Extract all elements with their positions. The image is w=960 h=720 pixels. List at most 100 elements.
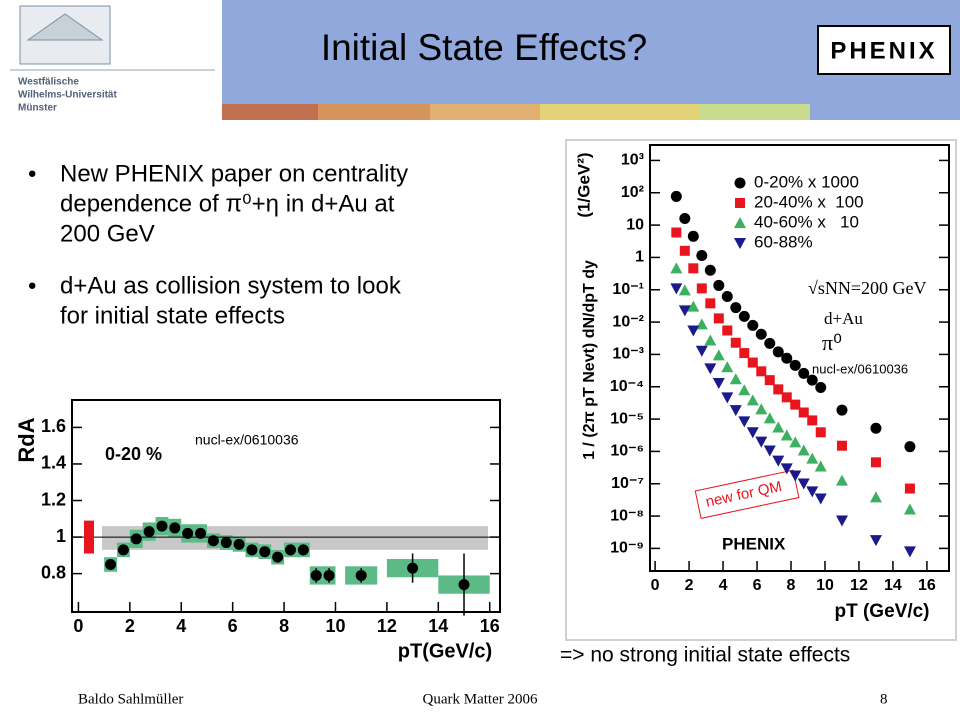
marker [798,367,810,379]
x-tick-label: 0 [651,577,660,594]
footer-conference: Quark Matter 2006 [423,691,538,707]
marker [798,407,809,418]
marker [815,381,827,393]
x-tick-label: 12 [850,577,868,594]
marker [195,527,207,539]
x-tick-label: 14 [884,577,902,594]
marker [670,283,683,295]
y-tick-label: 10⁻⁴ [610,378,644,395]
x-tick-label: 14 [428,616,448,636]
marker [772,346,784,358]
marker [763,412,776,424]
annotation-box [694,469,800,519]
y-tick-label: 0.8 [41,562,66,582]
y-tick-label: 10⁻⁸ [610,507,644,524]
marker [259,546,271,558]
university-line: Wilhelms-Universität [18,90,117,101]
bullet-text: dependence of π⁰+η in d+Au at [60,190,395,217]
bullet-text: for initial state effects [60,302,285,329]
y-axis-label: 1 / (2π pT Nevt) dN/dpT dy [581,260,598,460]
marker [764,337,776,349]
roof [26,13,104,41]
marker [678,305,691,317]
marker [738,384,751,396]
y-tick-label: 10⁻⁶ [610,443,644,460]
y-axis-label: RdA [14,417,39,462]
marker [756,366,767,377]
marker [904,441,916,453]
annotation: π⁰ [822,330,842,355]
conclusion: => no strong initial state effects [560,644,850,667]
marker [797,478,810,490]
marker [712,349,725,361]
marker [755,328,767,340]
marker [679,245,690,256]
marker [763,445,776,457]
x-tick-label: 6 [753,577,762,594]
marker [870,457,881,468]
x-tick-label: 4 [176,616,186,636]
phenix-logo-text: PHENIX [830,37,937,64]
marker [272,551,284,563]
marker [712,378,725,390]
marker [781,352,793,364]
footer-page: 8 [880,691,888,707]
marker [246,544,258,556]
marker [730,302,742,314]
x-tick-label: 0 [73,616,83,636]
marker [704,264,716,276]
y-tick-label: 1 [56,526,66,546]
marker [730,337,741,348]
marker [704,334,717,346]
normalization-error [84,520,94,554]
legend-marker [734,177,746,189]
annotation: √sNN=200 GeV [808,278,927,298]
marker [678,284,691,296]
marker [836,404,848,416]
stripe [430,104,540,120]
stripe [700,104,810,120]
marker [407,562,419,574]
marker [814,460,827,472]
marker [789,436,802,448]
y-tick-label: 10² [621,184,644,201]
marker [130,533,142,545]
marker [815,427,826,438]
marker [284,544,296,556]
marker [117,544,129,556]
y-tick-label: 10 [626,216,644,233]
marker [869,535,882,547]
marker [903,546,916,558]
marker [688,263,699,274]
marker [755,436,768,448]
marker [806,452,819,464]
plot-frame [71,399,501,613]
annotation: nucl-ex/0610036 [812,361,908,376]
annotation: 0-20 % [105,444,162,464]
marker [169,522,181,534]
marker [355,569,367,581]
university-line: Münster [18,103,57,114]
marker [780,463,793,475]
marker [297,544,309,556]
marker [687,300,700,312]
marker [207,535,219,547]
marker [773,384,784,395]
marker [814,493,827,505]
marker [790,399,801,410]
marker [780,429,793,441]
marker [722,325,733,336]
x-tick-label: 8 [279,616,289,636]
university-line: Westfälische [18,77,79,88]
marker [764,375,775,386]
marker [721,361,734,373]
marker [729,373,742,385]
x-tick-label: 8 [787,577,796,594]
marker [182,527,194,539]
y-tick-label: 10⁻⁹ [610,540,644,557]
x-tick-label: 16 [480,616,500,636]
marker [687,325,700,337]
marker [721,392,734,404]
marker [323,569,335,581]
marker [870,422,882,434]
